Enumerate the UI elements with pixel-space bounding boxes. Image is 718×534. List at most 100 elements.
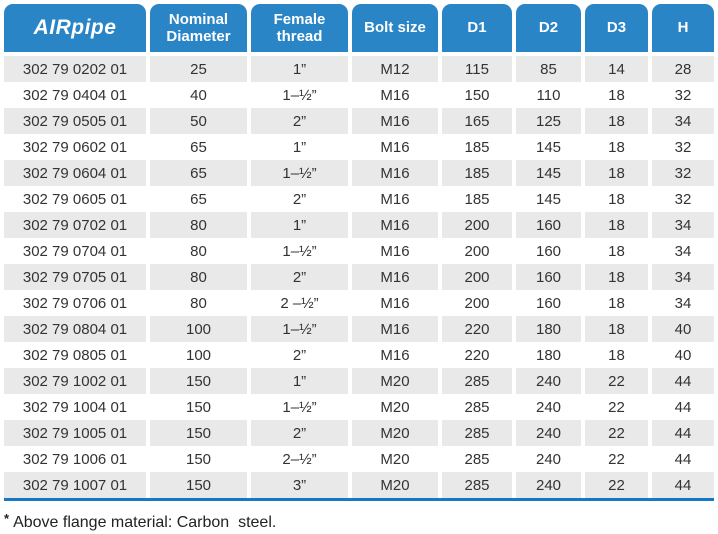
d3-cell: 18: [585, 290, 648, 316]
d3-cell: 18: [585, 316, 648, 342]
bolt-size-cell: M16: [352, 134, 438, 160]
table-row: 302 79 0705 01 80 2” M16 200 160 18 34: [4, 264, 714, 290]
nominal-diameter-cell: 65: [150, 186, 247, 212]
column-header-h: H: [652, 4, 714, 52]
bolt-size-cell: M20: [352, 446, 438, 472]
part-number-cell: 302 79 0604 01: [4, 160, 146, 186]
d1-cell: 200: [442, 264, 512, 290]
d1-cell: 285: [442, 394, 512, 420]
bolt-size-cell: M16: [352, 290, 438, 316]
female-thread-cell: 1–½”: [251, 160, 348, 186]
h-cell: 32: [652, 134, 714, 160]
column-header-bolt-size: Bolt size: [352, 4, 438, 52]
d2-cell: 240: [516, 420, 581, 446]
d1-cell: 200: [442, 290, 512, 316]
nominal-diameter-cell: 80: [150, 264, 247, 290]
nominal-diameter-cell: 100: [150, 316, 247, 342]
part-number-cell: 302 79 0505 01: [4, 108, 146, 134]
bottom-rule: [4, 498, 714, 501]
table-row: 302 79 0704 01 80 1–½” M16 200 160 18 34: [4, 238, 714, 264]
d2-cell: 160: [516, 238, 581, 264]
table-row: 302 79 0505 01 50 2” M16 165 125 18 34: [4, 108, 714, 134]
female-thread-cell: 1”: [251, 134, 348, 160]
d2-cell: 145: [516, 134, 581, 160]
female-thread-cell: 2 –½”: [251, 290, 348, 316]
h-cell: 32: [652, 82, 714, 108]
brand-logo: AIR pipe: [4, 4, 146, 52]
bolt-size-cell: M16: [352, 160, 438, 186]
part-number-cell: 302 79 0202 01: [4, 56, 146, 82]
nominal-diameter-cell: 150: [150, 446, 247, 472]
d3-cell: 18: [585, 186, 648, 212]
female-thread-cell: 2–½”: [251, 446, 348, 472]
brand-logo-air: AIR: [33, 15, 72, 39]
h-cell: 34: [652, 264, 714, 290]
bolt-size-cell: M16: [352, 82, 438, 108]
table-row: 302 79 1004 01 150 1–½” M20 285 240 22 44: [4, 394, 714, 420]
part-number-cell: 302 79 0605 01: [4, 186, 146, 212]
h-cell: 34: [652, 290, 714, 316]
footnote-text: Above flange material: Carbon steel.: [13, 514, 277, 531]
d3-cell: 14: [585, 56, 648, 82]
column-header-nominal-diameter: Nominal Diameter: [150, 4, 247, 52]
female-thread-cell: 2”: [251, 420, 348, 446]
brand-logo-pipe: pipe: [71, 15, 117, 39]
d1-cell: 200: [442, 212, 512, 238]
d2-cell: 145: [516, 160, 581, 186]
bolt-size-cell: M16: [352, 186, 438, 212]
nominal-diameter-cell: 150: [150, 420, 247, 446]
female-thread-cell: 1–½”: [251, 82, 348, 108]
part-number-cell: 302 79 1005 01: [4, 420, 146, 446]
table-row: 302 79 0202 01 25 1” M12 115 85 14 28: [4, 56, 714, 82]
column-header-d2: D2: [516, 4, 581, 52]
nominal-diameter-cell: 25: [150, 56, 247, 82]
female-thread-cell: 2”: [251, 186, 348, 212]
d2-cell: 160: [516, 264, 581, 290]
female-thread-cell: 1”: [251, 368, 348, 394]
bolt-size-cell: M16: [352, 212, 438, 238]
d2-cell: 240: [516, 472, 581, 498]
nominal-diameter-cell: 150: [150, 472, 247, 498]
part-number-cell: 302 79 0702 01: [4, 212, 146, 238]
part-number-cell: 302 79 1004 01: [4, 394, 146, 420]
part-number-cell: 302 79 1007 01: [4, 472, 146, 498]
table-row: 302 79 1002 01 150 1” M20 285 240 22 44: [4, 368, 714, 394]
h-cell: 40: [652, 342, 714, 368]
nominal-diameter-cell: 150: [150, 394, 247, 420]
nominal-diameter-cell: 50: [150, 108, 247, 134]
part-number-cell: 302 79 0404 01: [4, 82, 146, 108]
table-body: 302 79 0202 01 25 1” M12 115 85 14 28 302 79 040…: [4, 56, 714, 498]
table-row: 302 79 1005 01 150 2” M20 285 240 22 44: [4, 420, 714, 446]
table-row: 302 79 0604 01 65 1–½” M16 185 145 18 32: [4, 160, 714, 186]
nominal-diameter-cell: 65: [150, 134, 247, 160]
female-thread-cell: 1”: [251, 212, 348, 238]
h-cell: 44: [652, 446, 714, 472]
part-number-cell: 302 79 0706 01: [4, 290, 146, 316]
bolt-size-cell: M12: [352, 56, 438, 82]
d1-cell: 285: [442, 472, 512, 498]
table-row: 302 79 0804 01 100 1–½” M16 220 180 18 40: [4, 316, 714, 342]
d1-cell: 185: [442, 186, 512, 212]
female-thread-cell: 1–½”: [251, 238, 348, 264]
d2-cell: 125: [516, 108, 581, 134]
d3-cell: 22: [585, 472, 648, 498]
d2-cell: 160: [516, 212, 581, 238]
table-row: 302 79 0605 01 65 2” M16 185 145 18 32: [4, 186, 714, 212]
bolt-size-cell: M16: [352, 108, 438, 134]
nominal-diameter-cell: 65: [150, 160, 247, 186]
part-number-cell: 302 79 0704 01: [4, 238, 146, 264]
female-thread-cell: 2”: [251, 342, 348, 368]
h-cell: 44: [652, 420, 714, 446]
d1-cell: 185: [442, 134, 512, 160]
bolt-size-cell: M20: [352, 368, 438, 394]
d2-cell: 180: [516, 342, 581, 368]
part-number-cell: 302 79 0602 01: [4, 134, 146, 160]
d2-cell: 240: [516, 446, 581, 472]
part-number-cell: 302 79 0804 01: [4, 316, 146, 342]
h-cell: 44: [652, 368, 714, 394]
h-cell: 32: [652, 160, 714, 186]
bolt-size-cell: M16: [352, 238, 438, 264]
table-row: 302 79 0706 01 80 2 –½” M16 200 160 18 34: [4, 290, 714, 316]
d2-cell: 160: [516, 290, 581, 316]
h-cell: 34: [652, 212, 714, 238]
